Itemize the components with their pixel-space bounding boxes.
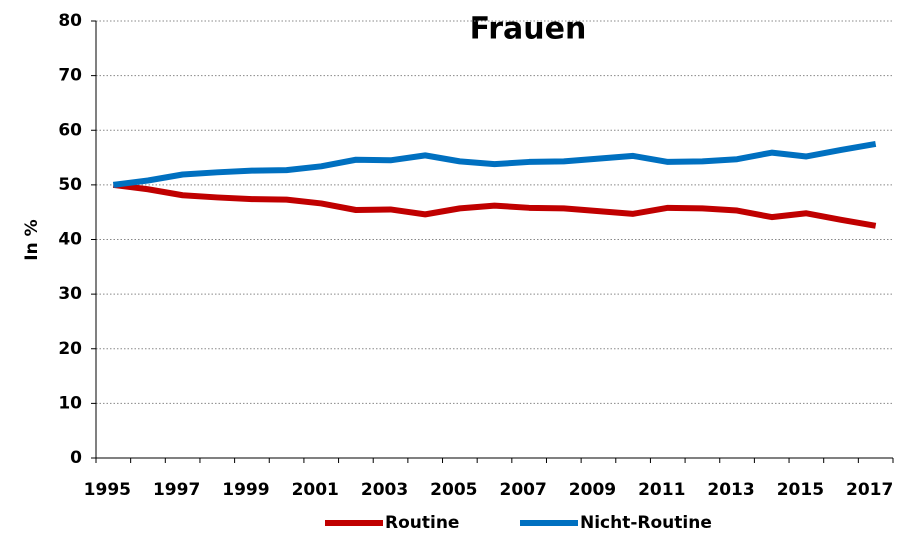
x-tick-label: 2015 (777, 480, 824, 500)
x-tick-label: 1997 (153, 480, 200, 500)
x-tick-label: 2017 (846, 480, 893, 500)
y-tick-label: 30 (58, 284, 82, 304)
y-tick-label: 70 (58, 66, 82, 86)
y-tick-label: 0 (70, 448, 82, 468)
chart-title: Frauen (470, 12, 587, 47)
y-tick-label: 10 (58, 393, 82, 413)
y-tick-label: 60 (58, 120, 82, 140)
x-tick-label: 2003 (361, 480, 408, 500)
y-axis-label: In % (22, 219, 42, 260)
series-line (112, 140, 877, 188)
legend-label: Routine (385, 513, 459, 533)
x-tick-label: 2013 (707, 480, 754, 500)
legend-label: Nicht-Routine (580, 513, 712, 533)
x-tick-label: 2005 (430, 480, 477, 500)
x-tick-label: 2009 (569, 480, 616, 500)
x-tick-label: 2001 (292, 480, 339, 500)
y-tick-label: 80 (58, 11, 82, 31)
x-tick-label: 1999 (222, 480, 269, 500)
x-tick-label: 1995 (84, 480, 131, 500)
y-tick-label: 40 (58, 230, 82, 250)
y-tick-label: 50 (58, 175, 82, 195)
y-tick-label: 20 (58, 339, 82, 359)
x-tick-label: 2007 (499, 480, 546, 500)
x-tick-label: 2011 (638, 480, 685, 500)
series-line (112, 181, 877, 229)
